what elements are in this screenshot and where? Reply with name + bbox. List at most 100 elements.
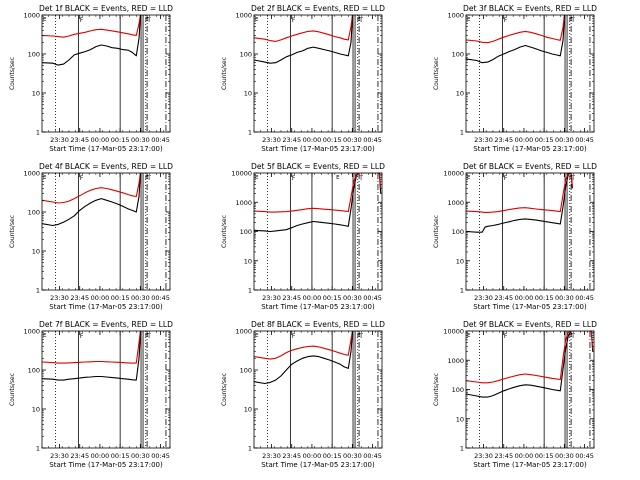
x-tick-label: 00:15	[323, 452, 342, 460]
x-tick-label: 00:30	[131, 136, 150, 144]
x-tick-label: 00:00	[515, 136, 534, 144]
detector-panel-9: Det 9f BLACK = Events, RED = LLD Counts/s…	[433, 320, 597, 469]
x-axis-label: Start Time (17-Mar-05 23:17:00)	[473, 461, 587, 469]
y-tick-label: 10	[456, 90, 464, 98]
x-tick-label: 00:15	[111, 136, 130, 144]
corner-mark-label-2: E	[145, 17, 149, 23]
corner-mark-label-1: E	[255, 333, 259, 339]
y-axis-label: Counts/sec	[221, 57, 228, 90]
marker-label-2: F	[504, 17, 508, 24]
x-tick-label: 00:30	[343, 136, 362, 144]
plot-frame	[465, 172, 595, 291]
marker-label-2: F	[292, 333, 296, 340]
marker-label-6: T	[570, 17, 575, 24]
y-tick-label: 1000	[447, 357, 464, 365]
x-tick-label: 23:30	[262, 452, 281, 460]
x-tick-label: 23:30	[474, 452, 493, 460]
y-tick-label: 100	[240, 367, 252, 375]
x-tick-label: 00:00	[91, 294, 110, 302]
y-tick-label: 10	[244, 406, 252, 414]
y-axis-label: Counts/sec	[433, 215, 440, 248]
corner-mark-label-2: E	[569, 17, 573, 23]
plot-area	[254, 173, 382, 290]
x-tick-label: 00:00	[515, 294, 534, 302]
x-axis-label: Start Time (17-Mar-05 23:17:00)	[49, 461, 163, 469]
x-tick-label: 00:45	[151, 452, 170, 460]
corner-mark-label-2: E	[145, 175, 149, 181]
x-tick-label: 00:00	[303, 452, 322, 460]
y-tick-label: 1	[36, 287, 40, 295]
series-lld-line	[42, 15, 141, 38]
y-tick-label: 1000	[235, 12, 252, 20]
series-events-line	[466, 331, 594, 398]
plot-frame	[253, 330, 383, 449]
marker-label-6: T	[358, 17, 363, 24]
x-tick-label: 00:30	[555, 452, 574, 460]
marker-label-2: F	[80, 333, 84, 340]
plot-area	[466, 173, 591, 290]
series-lld-line	[254, 331, 353, 360]
y-axis-label: Counts/sec	[9, 57, 16, 90]
panel-title: Det 7f BLACK = Events, RED = LLD	[39, 320, 173, 329]
x-tick-label: 00:30	[343, 452, 362, 460]
x-tick-label: 23:30	[50, 136, 69, 144]
corner-mark-label-1: E	[43, 333, 47, 339]
x-tick-label: 00:15	[323, 136, 342, 144]
corner-mark-label-2: E	[336, 175, 340, 181]
panel-title: Det 4f BLACK = Events, RED = LLD	[39, 162, 173, 171]
corner-mark-label-1: E	[43, 175, 47, 181]
y-tick-label: 1000	[23, 170, 40, 178]
marker-label-2: F	[292, 17, 296, 24]
x-tick-label: 23:45	[70, 452, 89, 460]
y-tick-label: 1	[36, 445, 40, 453]
y-axis-label: Counts/sec	[9, 215, 16, 248]
x-tick-label: 00:15	[111, 294, 130, 302]
series-lld-line	[254, 173, 382, 213]
plot-area	[254, 331, 379, 448]
x-tick-label: 00:15	[535, 136, 554, 144]
corner-mark-label-2: E	[357, 333, 361, 339]
y-tick-label: 100	[28, 367, 40, 375]
plot-frame	[465, 14, 595, 133]
y-axis-label: Counts/sec	[221, 373, 228, 406]
panel-title: Det 6f BLACK = Events, RED = LLD	[463, 162, 597, 171]
y-axis-label: Counts/sec	[433, 373, 440, 406]
panel-title: Det 5f BLACK = Events, RED = LLD	[251, 162, 385, 171]
x-tick-label: 23:30	[262, 294, 281, 302]
plot-frame	[41, 172, 171, 291]
series-lld-line	[466, 331, 594, 384]
x-axis-label: Start Time (17-Mar-05 23:17:00)	[261, 303, 375, 311]
x-tick-label: 00:45	[363, 136, 382, 144]
series-events-line	[466, 173, 573, 233]
panel-title: Det 3f BLACK = Events, RED = LLD	[463, 4, 597, 13]
x-tick-label: 23:30	[50, 452, 69, 460]
y-tick-label: 100	[452, 51, 464, 59]
panel-title: Det 1f BLACK = Events, RED = LLD	[39, 4, 173, 13]
x-tick-label: 00:45	[575, 294, 594, 302]
x-tick-label: 00:00	[303, 136, 322, 144]
corner-mark-label-1: E	[467, 333, 471, 339]
y-tick-label: 1000	[447, 12, 464, 20]
x-axis-label: Start Time (17-Mar-05 23:17:00)	[473, 303, 587, 311]
y-tick-label: 10	[244, 90, 252, 98]
x-tick-label: 00:15	[535, 452, 554, 460]
y-tick-label: 10000	[443, 170, 464, 178]
marker-label-7: T	[358, 175, 363, 182]
marker-label-6: T	[358, 333, 363, 340]
detector-panel-8: Det 8f BLACK = Events, RED = LLD Counts/s…	[221, 320, 385, 469]
x-axis-label: Start Time (17-Mar-05 23:17:00)	[49, 303, 163, 311]
detector-panel-1: Det 1f BLACK = Events, RED = LLD Counts/s…	[9, 4, 173, 153]
series-events-line	[42, 173, 141, 227]
corner-mark-label-1: E	[255, 175, 259, 181]
series-lld-line	[42, 173, 141, 204]
y-axis-label: Counts/sec	[221, 215, 228, 248]
x-tick-label: 00:15	[111, 452, 130, 460]
panel-title: Det 8f BLACK = Events, RED = LLD	[251, 320, 385, 329]
x-tick-label: 23:45	[282, 452, 301, 460]
y-tick-label: 10000	[231, 170, 252, 178]
x-tick-label: 23:45	[282, 294, 301, 302]
x-tick-label: 00:15	[535, 294, 554, 302]
x-tick-label: 00:00	[515, 452, 534, 460]
series-lld-line	[42, 331, 141, 364]
x-tick-label: 23:45	[494, 294, 513, 302]
